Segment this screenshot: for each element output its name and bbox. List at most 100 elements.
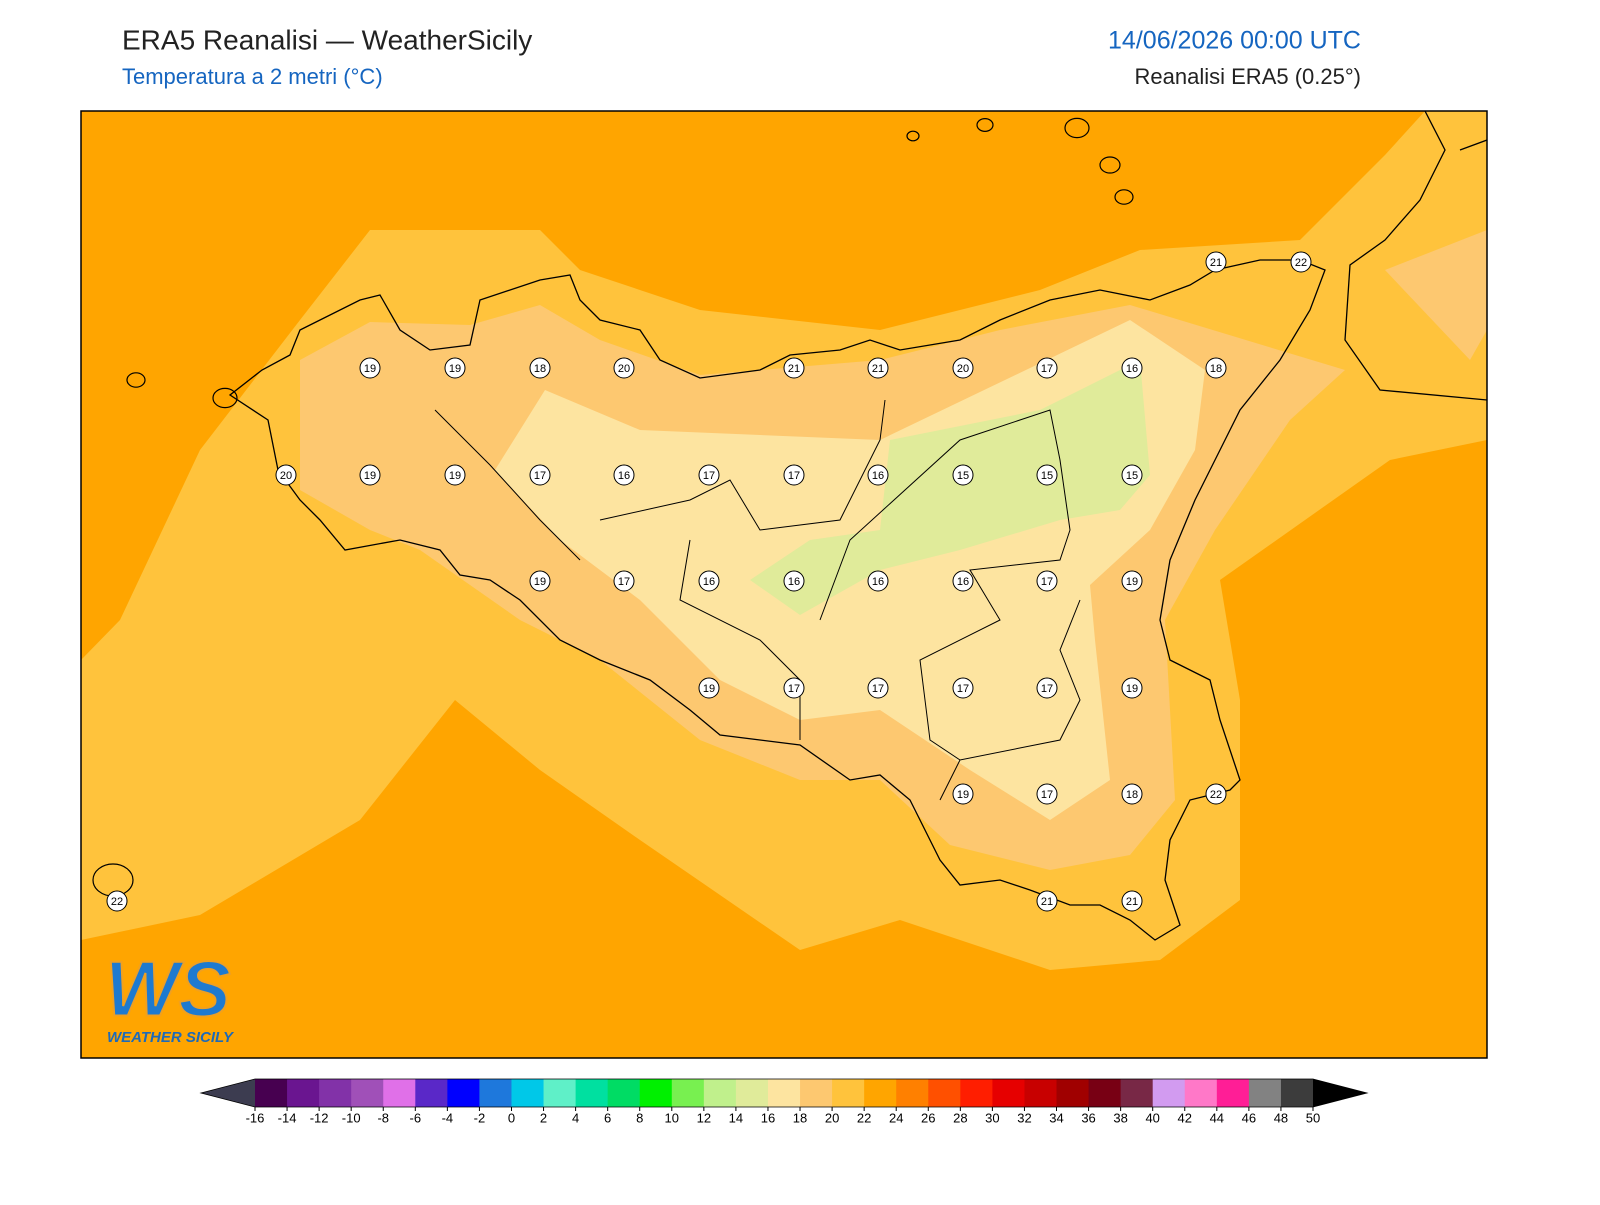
colorbar-tick-label: 18: [793, 1110, 807, 1125]
point-value: 17: [618, 576, 630, 588]
colorbar-tick-label: 6: [604, 1110, 611, 1125]
point-marker: [1205, 251, 1227, 273]
point-marker: [952, 570, 974, 592]
point-value: 19: [534, 576, 546, 588]
point-value: 17: [1041, 683, 1053, 695]
point-value: 16: [957, 576, 969, 588]
colorbar-tick-label: 12: [697, 1110, 711, 1125]
colorbar-swatch: [543, 1079, 577, 1107]
logo: WS WEATHER SICILY: [104, 944, 235, 1046]
colorbar-swatch: [255, 1079, 288, 1107]
colorbar-swatch: [1120, 1079, 1154, 1107]
datetime: 14/06/2026 00:00 UTC: [1108, 27, 1361, 55]
map: 21 22 19 19 18 20 21 21 20 17 16 18 20 19 19 17 16 17 17 16…: [81, 111, 1487, 1058]
point-marker: [359, 357, 381, 379]
point-value: 16: [1126, 363, 1138, 375]
colorbar-tick-label: 32: [1017, 1110, 1031, 1125]
point-value: 18: [534, 363, 546, 375]
colorbar-tick-label: 28: [953, 1110, 967, 1125]
point-value: 18: [1210, 363, 1222, 375]
colorbar-swatch: [960, 1079, 993, 1107]
point-marker: [444, 464, 466, 486]
point-marker: [275, 464, 297, 486]
colorbar-tick-label: 0: [508, 1110, 515, 1125]
colorbar-swatch: [319, 1079, 352, 1107]
point-value: 19: [449, 470, 461, 482]
colorbar-extend-low: [201, 1079, 255, 1107]
point-marker: [1036, 357, 1058, 379]
island: [1114, 189, 1134, 205]
point-marker: [783, 570, 805, 592]
colorbar-swatch: [1056, 1079, 1090, 1107]
point-marker: [1121, 570, 1143, 592]
colorbar-tick-label: 40: [1145, 1110, 1159, 1125]
island: [126, 372, 146, 388]
point-value: 16: [788, 576, 800, 588]
coastline: [228, 259, 1326, 941]
logo-text: WEATHER SICILY: [107, 1029, 235, 1046]
colorbar-tick-label: 38: [1113, 1110, 1127, 1125]
point-marker: [1121, 890, 1143, 912]
map-frame: [80, 110, 1488, 1059]
point-marker: [1205, 357, 1227, 379]
colorbar-swatch: [1216, 1079, 1250, 1107]
point-marker: [698, 570, 720, 592]
point-marker: [952, 783, 974, 805]
colorbar-tick-label: 42: [1178, 1110, 1192, 1125]
colorbar-tick-label: 10: [665, 1110, 679, 1125]
island: [976, 117, 994, 132]
point-marker: [867, 570, 889, 592]
point-value: 18: [1126, 789, 1138, 801]
colorbar-swatch: [383, 1079, 416, 1107]
temperature-zone: [750, 360, 1150, 615]
point-value: 17: [703, 470, 715, 482]
title: ERA5 Reanalisi — WeatherSicily: [122, 24, 532, 55]
point-marker: [867, 357, 889, 379]
colorbar-swatch: [735, 1079, 769, 1107]
colorbar-tick-label: 50: [1306, 1110, 1320, 1125]
point-value: 16: [872, 576, 884, 588]
colorbar-tick-label: 8: [636, 1110, 643, 1125]
point-marker: [1036, 783, 1058, 805]
point-value: 19: [364, 470, 376, 482]
point-value: 20: [957, 363, 969, 375]
colorbar-swatch: [447, 1079, 480, 1107]
point-marker: [1290, 251, 1312, 273]
colorbar-swatch: [671, 1079, 705, 1107]
point-value: 17: [957, 683, 969, 695]
point-marker: [698, 464, 720, 486]
point-value: 15: [1126, 470, 1138, 482]
colorbar-swatch: [767, 1079, 801, 1107]
point-marker: [783, 677, 805, 699]
colorbar-swatch: [479, 1079, 512, 1107]
point-value: 17: [534, 470, 546, 482]
point-value: 21: [1210, 257, 1222, 269]
colorbar-swatch: [1152, 1079, 1186, 1107]
point-value: 17: [1041, 576, 1053, 588]
point-marker: [529, 464, 551, 486]
point-value: 15: [957, 470, 969, 482]
colorbar-extend-high: [1313, 1079, 1367, 1107]
colorbar-tick-label: 22: [857, 1110, 871, 1125]
point-value: 22: [1295, 257, 1307, 269]
colorbar-swatch: [928, 1079, 961, 1107]
subtitle: Temperatura a 2 metri (°C): [122, 64, 383, 89]
point-marker: [529, 570, 551, 592]
point-value: 19: [703, 683, 715, 695]
point-value: 21: [788, 363, 800, 375]
colorbar-swatch: [1280, 1079, 1314, 1107]
colorbar-tick-label: -4: [442, 1110, 454, 1125]
point-value: 16: [618, 470, 630, 482]
colorbar-tick-label: 26: [921, 1110, 935, 1125]
colorbar-swatch: [800, 1079, 833, 1107]
point-marker: [783, 357, 805, 379]
point-value: 17: [1041, 363, 1053, 375]
point-marker: [1121, 783, 1143, 805]
calabria-coast: [1344, 111, 1487, 401]
colorbar-swatch: [1024, 1079, 1058, 1107]
colorbar-swatch: [1248, 1079, 1282, 1107]
colorbar-tick-label: -6: [410, 1110, 422, 1125]
point-marker: [698, 677, 720, 699]
colorbar-swatch: [511, 1079, 545, 1107]
